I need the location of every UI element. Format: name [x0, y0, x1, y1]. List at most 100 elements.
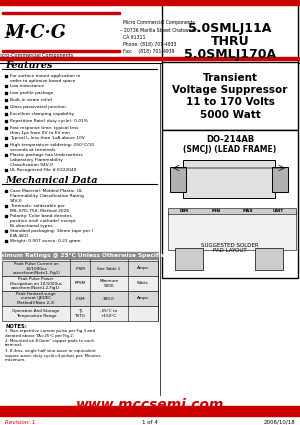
Bar	[162, 62, 298, 130]
Bar	[0, 57, 300, 60]
Text: UNIT: UNIT	[272, 209, 284, 213]
Text: Watts: Watts	[137, 281, 149, 286]
Text: Amps: Amps	[137, 297, 149, 300]
Text: Standard packaging: 16mm tape per (: Standard packaging: 16mm tape per (	[10, 229, 93, 233]
Text: Bi-directional types.: Bi-directional types.	[10, 224, 54, 228]
Text: 5000 Watt: 5000 Watt	[200, 110, 260, 120]
Bar	[2, 276, 158, 291]
Bar	[255, 248, 283, 270]
Bar	[0, 0, 300, 5]
Text: TJ,
TSTG: TJ, TSTG	[75, 309, 86, 318]
Text: Minimum
5000: Minimum 5000	[99, 279, 119, 288]
Text: UL Recognized File # E222049: UL Recognized File # E222049	[10, 168, 76, 172]
Text: 1. Non-repetitive current pulse per Fig.3 and: 1. Non-repetitive current pulse per Fig.…	[5, 329, 95, 333]
Text: Case Material: Molded Plastic. UL: Case Material: Molded Plastic. UL	[10, 189, 83, 193]
Text: terminal.: terminal.	[5, 343, 23, 348]
Text: Mechanical Data: Mechanical Data	[5, 176, 98, 184]
Bar	[168, 212, 296, 250]
Text: Excellent clamping capability: Excellent clamping capability	[10, 112, 74, 116]
Text: – 20736 Marilla Street Chatsworth: – 20736 Marilla Street Chatsworth	[120, 28, 198, 32]
Text: 5.0SMLJ170A: 5.0SMLJ170A	[184, 48, 276, 60]
Bar	[162, 130, 298, 278]
Bar	[272, 167, 288, 192]
Bar	[0, 411, 300, 416]
Text: DO-214AB: DO-214AB	[206, 134, 254, 144]
Bar	[168, 208, 296, 214]
Text: Peak Pulse Power
Dissipation on 10/1000us
waveform(Note1,2,Fig1): Peak Pulse Power Dissipation on 10/1000u…	[10, 277, 62, 290]
Text: IFSM: IFSM	[75, 297, 85, 300]
Text: Polarity: Color band denotes: Polarity: Color band denotes	[10, 214, 72, 218]
Text: Low inductance: Low inductance	[10, 84, 44, 88]
Bar	[2, 306, 158, 321]
Text: -55°C to
+150°C: -55°C to +150°C	[100, 309, 118, 318]
Text: 94V-0: 94V-0	[10, 199, 22, 203]
Bar	[2, 291, 158, 306]
Text: Phone: (818) 701-4933: Phone: (818) 701-4933	[123, 42, 176, 46]
Text: 1 of 4: 1 of 4	[142, 419, 158, 425]
Text: Fax:    (818) 701-4939: Fax: (818) 701-4939	[123, 48, 175, 54]
Text: Built-in strain relief: Built-in strain relief	[10, 98, 52, 102]
Text: Fast response time: typical less: Fast response time: typical less	[10, 126, 79, 130]
Text: Voltage Suppressor: Voltage Suppressor	[172, 85, 288, 95]
Text: Plastic package has Underwriters: Plastic package has Underwriters	[10, 153, 83, 157]
Text: DIM: DIM	[179, 209, 188, 213]
Text: Peak forward surge
current (JEDEC
Method)(Note 2,3): Peak forward surge current (JEDEC Method…	[16, 292, 56, 305]
Text: Peak Pulse Current on
10/1000us
waveform(Note1, Fig1): Peak Pulse Current on 10/1000us waveform…	[13, 262, 59, 275]
Text: positive end( cathode) except: positive end( cathode) except	[10, 219, 76, 223]
Text: For surface mount application in: For surface mount application in	[10, 74, 80, 78]
Text: order to optimize board space: order to optimize board space	[10, 79, 76, 83]
Text: 2. Mounted on 8.0mm² copper pads to each: 2. Mounted on 8.0mm² copper pads to each	[5, 339, 94, 343]
Text: square wave, duty cycle=4 pulses per. Minutes: square wave, duty cycle=4 pulses per. Mi…	[5, 354, 100, 357]
Text: maximum.: maximum.	[5, 358, 26, 362]
Text: Micro-Commercial Components: Micro-Commercial Components	[0, 53, 74, 57]
Text: Features: Features	[5, 60, 52, 70]
Text: PPSM: PPSM	[74, 281, 86, 286]
Bar	[0, 406, 300, 411]
Text: THRU: THRU	[211, 34, 249, 48]
Text: 11 to 170 Volts: 11 to 170 Volts	[186, 97, 274, 107]
Text: Amps: Amps	[137, 266, 149, 270]
Text: NOTES:: NOTES:	[5, 323, 27, 329]
Bar	[162, 3, 298, 63]
Text: EIA 481).: EIA 481).	[10, 234, 30, 238]
Text: Maximum Ratings @ 25°C Unless Otherwise Specified: Maximum Ratings @ 25°C Unless Otherwise …	[0, 252, 169, 258]
Text: 300.0: 300.0	[103, 297, 115, 300]
Text: 3. 8.3ms, single half sine-wave or equivalent: 3. 8.3ms, single half sine-wave or equiv…	[5, 349, 96, 353]
Text: MIL-STD-750, Method 2026: MIL-STD-750, Method 2026	[10, 209, 69, 213]
Text: www.mccsemi.com: www.mccsemi.com	[76, 398, 224, 412]
Text: derated above TA=25°C per Fig.2.: derated above TA=25°C per Fig.2.	[5, 334, 74, 337]
Text: MIN: MIN	[212, 209, 220, 213]
Text: Transient: Transient	[202, 73, 257, 83]
Text: Weight: 0.007 ounce, 0.21 gram: Weight: 0.007 ounce, 0.21 gram	[10, 239, 80, 243]
Text: Glass passivated junction: Glass passivated junction	[10, 105, 66, 109]
Text: Typical I₂ less than 1uA above 10V: Typical I₂ less than 1uA above 10V	[10, 136, 85, 140]
Bar	[170, 167, 186, 192]
Text: Micro Commercial Components: Micro Commercial Components	[123, 20, 195, 25]
Text: Terminals: solderable per: Terminals: solderable per	[10, 204, 65, 208]
Bar	[183, 160, 275, 198]
Text: 5.0SMLJ11A: 5.0SMLJ11A	[188, 22, 272, 34]
Text: See Table 1: See Table 1	[98, 266, 121, 270]
Text: Laboratory Flammability: Laboratory Flammability	[10, 158, 63, 162]
Text: MAX: MAX	[243, 209, 253, 213]
Text: than 1ps from 0V to 6V min: than 1ps from 0V to 6V min	[10, 131, 70, 135]
Bar	[2, 252, 158, 259]
Text: Revision: 1: Revision: 1	[5, 419, 35, 425]
Bar	[2, 50, 120, 52]
Text: CA 91311: CA 91311	[123, 34, 146, 40]
Bar	[2, 12, 120, 14]
Text: SUGGESTED SOLDER
PAD LAYOUT: SUGGESTED SOLDER PAD LAYOUT	[201, 243, 259, 253]
Text: Operation And Storage
Temperature Range: Operation And Storage Temperature Range	[12, 309, 60, 318]
Text: 2006/10/18: 2006/10/18	[263, 419, 295, 425]
Text: Classification 94V-0: Classification 94V-0	[10, 163, 53, 167]
Bar	[175, 248, 203, 270]
Text: Flammability Classification Rating: Flammability Classification Rating	[10, 194, 84, 198]
Text: seconds at terminals: seconds at terminals	[10, 148, 56, 152]
Text: High temperature soldering: 250°C/10: High temperature soldering: 250°C/10	[10, 143, 94, 147]
Bar	[2, 261, 158, 276]
Text: Low profile package: Low profile package	[10, 91, 53, 95]
Text: (SMCJ) (LEAD FRAME): (SMCJ) (LEAD FRAME)	[183, 144, 277, 153]
Text: IPSM: IPSM	[75, 266, 85, 270]
Text: M·C·C: M·C·C	[4, 24, 66, 42]
Text: Repetition Rate( duty cycle): 0.01%: Repetition Rate( duty cycle): 0.01%	[10, 119, 88, 123]
